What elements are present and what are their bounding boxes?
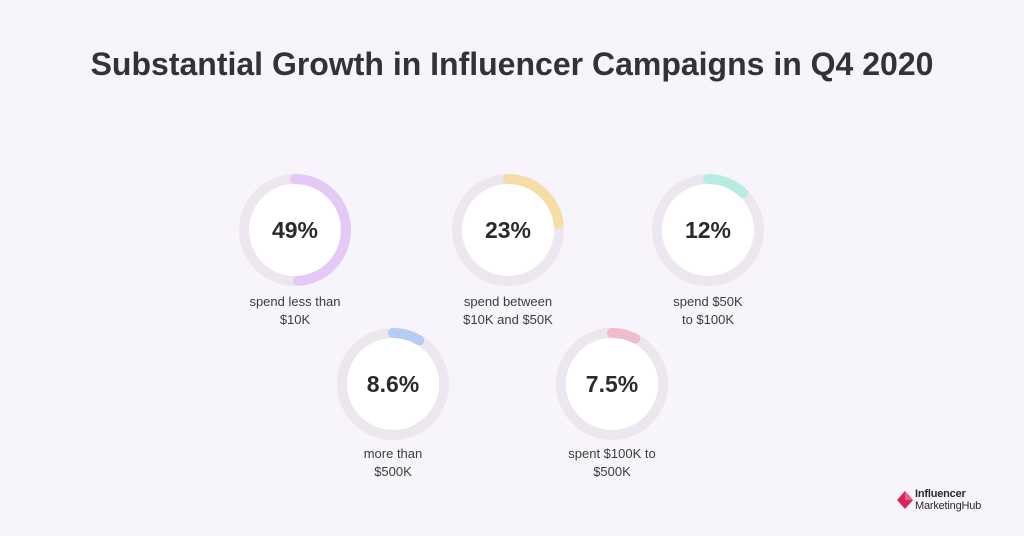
donut-4-ring (337, 328, 449, 440)
donut-3-arc (652, 174, 764, 286)
logo-mark-highlight (905, 491, 913, 500)
logo-wordmark: Influencer MarketingHub (915, 488, 981, 512)
donut-5-caption-line2: $500K (593, 464, 631, 479)
donut-5-ring (556, 328, 668, 440)
donut-5: 7.5% (554, 326, 670, 442)
donut-2-arc (452, 174, 564, 286)
logo-line1: Influencer (915, 488, 966, 500)
donut-3-caption-line1: spend $50K (673, 294, 743, 309)
donut-1-caption-line1: spend less than (249, 294, 341, 309)
donut-4-caption-line1: more than (363, 446, 423, 461)
donut-3-value: 12% (684, 216, 732, 243)
donut-4-value: 8.6% (366, 370, 420, 397)
chart-title: Substantial Growth in Influencer Campaig… (0, 40, 1024, 88)
donut-4: 8.6% (335, 326, 451, 442)
donut-2-caption-line1: spend between (463, 294, 553, 309)
logo-line2: MarketingHub (915, 500, 982, 512)
chart-title-text: Substantial Growth in Influencer Campaig… (90, 46, 934, 82)
donut-5-value: 7.5% (585, 370, 639, 397)
donut-2-caption: spend between $10K and $50K (418, 293, 598, 329)
donut-4-arc (337, 328, 449, 440)
donut-2-caption-line2: $10K and $50K (463, 312, 553, 327)
donut-3-caption-line2: to $100K (681, 312, 735, 327)
donut-2-ring (452, 174, 564, 286)
donut-4-caption-line2: $500K (374, 464, 412, 479)
logo-mark-icon (897, 491, 913, 509)
donut-4-caption: more than $500K (303, 445, 483, 481)
donut-3-caption: spend $50K to $100K (618, 293, 798, 329)
donut-5-caption-line1: spent $100K to (568, 446, 656, 461)
influencer-marketing-hub-logo: Influencer MarketingHub (897, 486, 1015, 514)
donut-2-value: 23% (484, 216, 532, 243)
donut-1-caption: spend less than $10K (205, 293, 385, 329)
donut-1: 49% (237, 172, 353, 288)
donut-1-ring (239, 174, 351, 286)
donut-2: 23% (450, 172, 566, 288)
donut-1-caption-line2: $10K (279, 312, 311, 327)
donut-1-arc (239, 174, 351, 286)
donut-3: 12% (650, 172, 766, 288)
donut-1-value: 49% (271, 216, 319, 243)
donut-5-arc (556, 328, 668, 440)
donut-5-caption: spent $100K to $500K (522, 445, 702, 481)
donut-3-ring (652, 174, 764, 286)
